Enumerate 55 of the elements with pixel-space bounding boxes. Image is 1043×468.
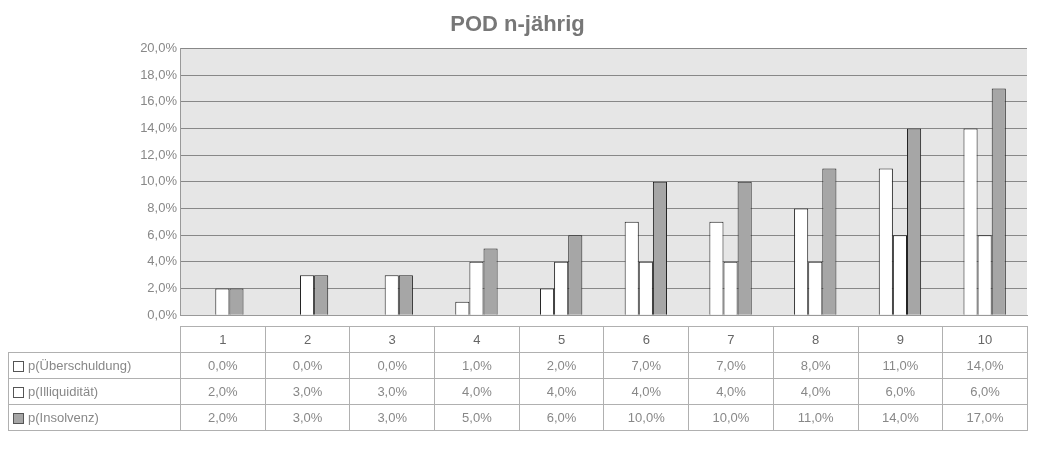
data-label: 3,0% xyxy=(349,404,435,431)
data-label: 4,0% xyxy=(519,378,604,405)
legend-label: p(Illiquidität) xyxy=(28,384,99,399)
x-tick-label: 5 xyxy=(519,326,604,353)
x-tick-label: 6 xyxy=(603,326,689,353)
x-tick-label: 1 xyxy=(180,326,266,353)
y-tick-label: 4,0% xyxy=(147,253,178,269)
y-tick-label: 12,0% xyxy=(140,146,178,162)
x-tick-label: 4 xyxy=(434,326,520,353)
y-tick-label: 10,0% xyxy=(140,173,178,189)
data-label: 10,0% xyxy=(688,404,774,431)
x-tick-label: 10 xyxy=(942,326,1028,353)
data-label: 11,0% xyxy=(858,352,943,379)
data-label: 2,0% xyxy=(519,352,604,379)
chart-title: POD n-jährig xyxy=(450,11,585,37)
data-label: 6,0% xyxy=(519,404,604,431)
data-label: 2,0% xyxy=(180,404,266,431)
data-label: 4,0% xyxy=(603,378,689,405)
data-label: 14,0% xyxy=(858,404,943,431)
data-label: 7,0% xyxy=(603,352,689,379)
data-label: 3,0% xyxy=(349,378,435,405)
data-label: 6,0% xyxy=(942,378,1028,405)
x-tick-label: 2 xyxy=(265,326,350,353)
y-tick-label: 6,0% xyxy=(147,226,178,242)
data-label: 7,0% xyxy=(688,352,774,379)
data-label: 6,0% xyxy=(858,378,943,405)
data-label: 2,0% xyxy=(180,378,266,405)
x-tick-label: 3 xyxy=(349,326,435,353)
data-label: 0,0% xyxy=(180,352,266,379)
y-tick-label: 14,0% xyxy=(140,120,178,136)
y-tick-label: 8,0% xyxy=(147,200,178,216)
legend-label: p(Überschuldung) xyxy=(28,358,132,373)
data-label: 0,0% xyxy=(265,352,350,379)
data-label: 1,0% xyxy=(434,352,520,379)
data-label: 3,0% xyxy=(265,378,350,405)
y-tick-label: 16,0% xyxy=(140,93,178,109)
data-label: 10,0% xyxy=(603,404,689,431)
data-label: 8,0% xyxy=(773,352,858,379)
data-label: 0,0% xyxy=(349,352,435,379)
y-tick-label: 18,0% xyxy=(140,66,178,82)
data-label: 14,0% xyxy=(942,352,1028,379)
legend-label: p(Insolvenz) xyxy=(28,410,99,425)
data-label: 3,0% xyxy=(265,404,350,431)
x-tick-label: 9 xyxy=(858,326,943,353)
x-tick-label: 8 xyxy=(773,326,858,353)
y-tick-label: 0,0% xyxy=(147,306,178,322)
data-label: 4,0% xyxy=(773,378,858,405)
data-label: 17,0% xyxy=(942,404,1028,431)
data-label: 5,0% xyxy=(434,404,520,431)
x-tick-label: 7 xyxy=(688,326,774,353)
y-tick-label: 20,0% xyxy=(140,39,178,55)
data-label: 4,0% xyxy=(434,378,520,405)
y-tick-label: 2,0% xyxy=(147,280,178,296)
data-label: 11,0% xyxy=(773,404,858,431)
data-label: 4,0% xyxy=(688,378,774,405)
